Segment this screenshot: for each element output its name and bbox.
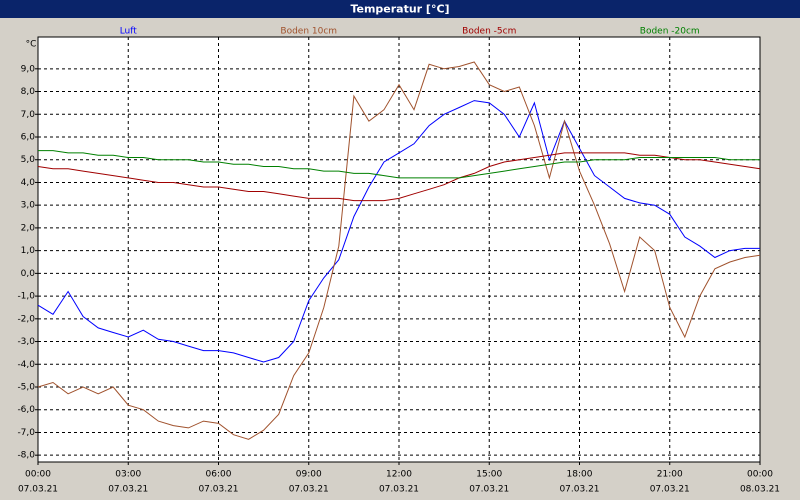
x-tick-date: 07.03.21 [108,485,148,495]
x-tick-date: 07.03.21 [18,485,58,495]
x-tick-date: 07.03.21 [379,485,419,495]
legend-entry: Boden -5cm [462,27,516,37]
x-tick-label: 09:00 [296,470,322,480]
series-line [37,152,761,202]
legend-entry: Boden 10cm [280,27,337,37]
x-tick-label: 15:00 [476,470,502,480]
y-tick-label: 4,0 [21,178,36,188]
y-tick-label: -6,0 [17,405,35,415]
y-tick-label: 7,0 [21,110,36,120]
y-tick-label: -7,0 [17,428,35,438]
x-tick-date: 08.03.21 [740,485,780,495]
y-tick-label: 8,0 [21,87,36,97]
x-tick-label: 21:00 [657,470,683,480]
y-tick-label: 0,0 [21,269,36,279]
y-tick-label: -2,0 [17,314,35,324]
series-line [37,100,760,363]
x-tick-date: 07.03.21 [650,485,690,495]
x-tick-date: 07.03.21 [559,485,599,495]
y-tick-label: 6,0 [21,133,36,143]
series-line [37,61,761,440]
x-tick-date: 07.03.21 [289,485,329,495]
y-tick-label: 3,0 [21,201,36,211]
chart-title: Temperatur [°C] [350,3,449,16]
y-tick-label: -5,0 [17,383,35,393]
y-tick-label: -1,0 [17,292,35,302]
y-tick-label: 1,0 [21,246,36,256]
x-tick-label: 00:00 [25,470,51,480]
x-tick-label: 03:00 [115,470,141,480]
y-tick-label: 2,0 [21,223,36,233]
y-tick-label: 5,0 [21,155,36,165]
x-tick-label: 06:00 [206,470,232,480]
x-tick-label: 18:00 [567,470,593,480]
x-tick-label: 12:00 [386,470,412,480]
y-tick-label: -8,0 [17,451,35,461]
x-tick-date: 07.03.21 [469,485,509,495]
legend-entry: Boden -20cm [640,27,700,37]
y-tick-label: -4,0 [17,360,35,370]
legend-entry: Luft [120,27,138,37]
y-unit: °C [26,40,37,50]
y-tick-label: -3,0 [17,337,35,347]
x-tick-label: 00:00 [747,470,773,480]
x-tick-date: 07.03.21 [198,485,238,495]
series-line [38,150,760,179]
title-bar [0,0,800,18]
y-tick-label: 9,0 [21,64,36,74]
